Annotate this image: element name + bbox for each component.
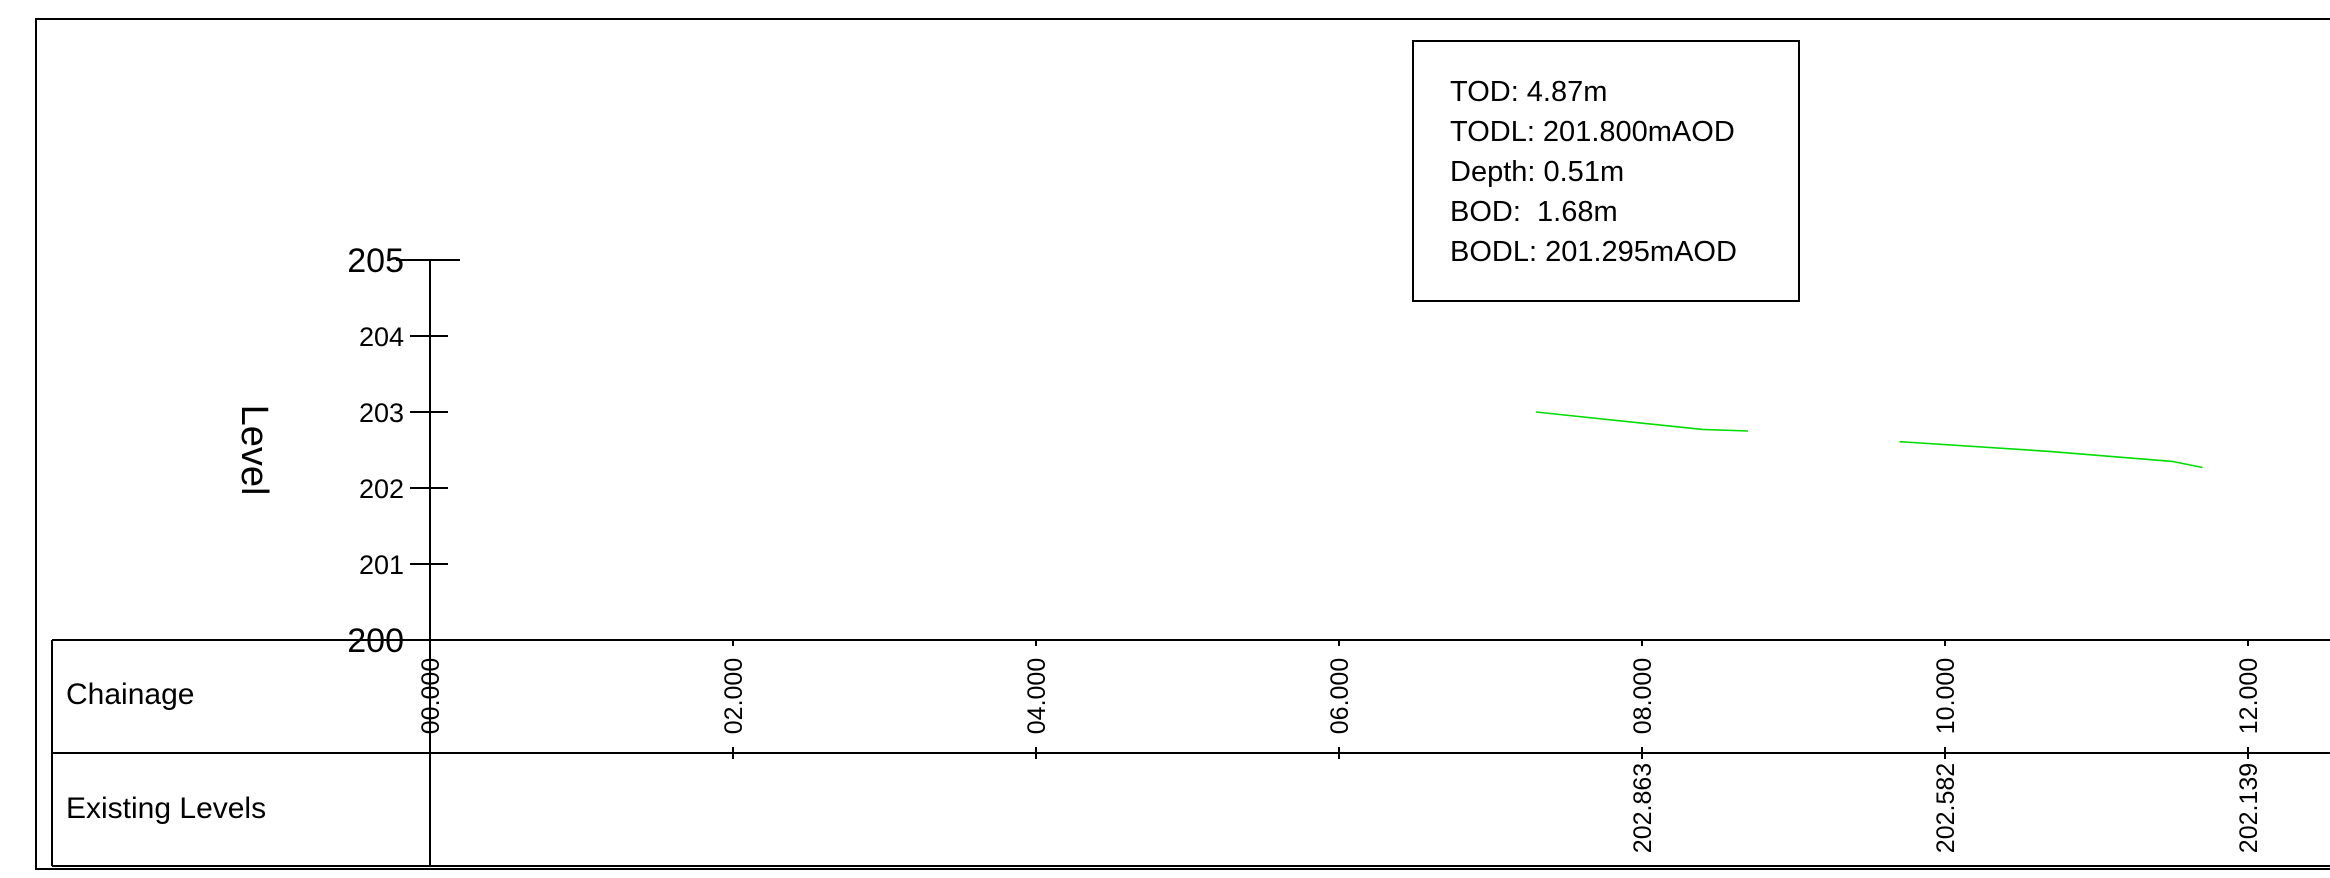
water-callout: TOD: 4.87m TODL: 201.800mAOD Depth: 0.51… [1412, 40, 1800, 302]
chainage-label-0: 00.000 [417, 658, 445, 734]
callout-line-depth: Depth: 0.51m [1450, 156, 1624, 188]
y-tick-label-205: 205 [347, 242, 404, 280]
chainage-label-2: 04.000 [1023, 658, 1051, 734]
y-tick-label-204: 204 [359, 322, 404, 352]
chainage-label-1: 02.000 [720, 658, 748, 734]
row-label-chainage: Chainage [66, 678, 194, 711]
table-cells: 00.000 02.000 04.000 06.000 08.000 202.863 10.… [417, 640, 2263, 853]
level-value-5: 202.582 [1932, 763, 1960, 853]
chainage-label-6: 12.000 [2235, 658, 2263, 734]
chainage-label-5: 10.000 [1932, 658, 1960, 734]
level-value-4: 202.863 [1629, 763, 1657, 853]
callout-line-tod: TOD: 4.87m [1450, 76, 1607, 108]
callout-line-todl: TODL: 201.800mAOD [1450, 116, 1735, 148]
ground-segment-1 [1899, 440, 2203, 469]
y-tick-label-202: 202 [359, 474, 404, 504]
chainage-label-3: 06.000 [1326, 658, 1354, 734]
row-label-existing-levels: Existing Levels [66, 792, 266, 825]
y-tick-label-201: 201 [359, 550, 404, 580]
y-axis-title: Level [233, 405, 275, 496]
y-tick-label-203: 203 [359, 398, 404, 428]
callout-box [1412, 40, 1800, 302]
chainage-label-4: 08.000 [1629, 658, 1657, 734]
ground-profile [1535, 411, 2203, 469]
drawing-frame [35, 18, 2330, 870]
level-value-6: 202.139 [2235, 763, 2263, 853]
callout-line-bodl: BODL: 201.295mAOD [1450, 236, 1737, 268]
callout-line-bod: BOD: 1.68m [1450, 196, 1618, 228]
data-table: Chainage Existing Levels 00.000 02.000 04.… [51, 639, 2330, 867]
ground-segment-0 [1535, 411, 1749, 432]
